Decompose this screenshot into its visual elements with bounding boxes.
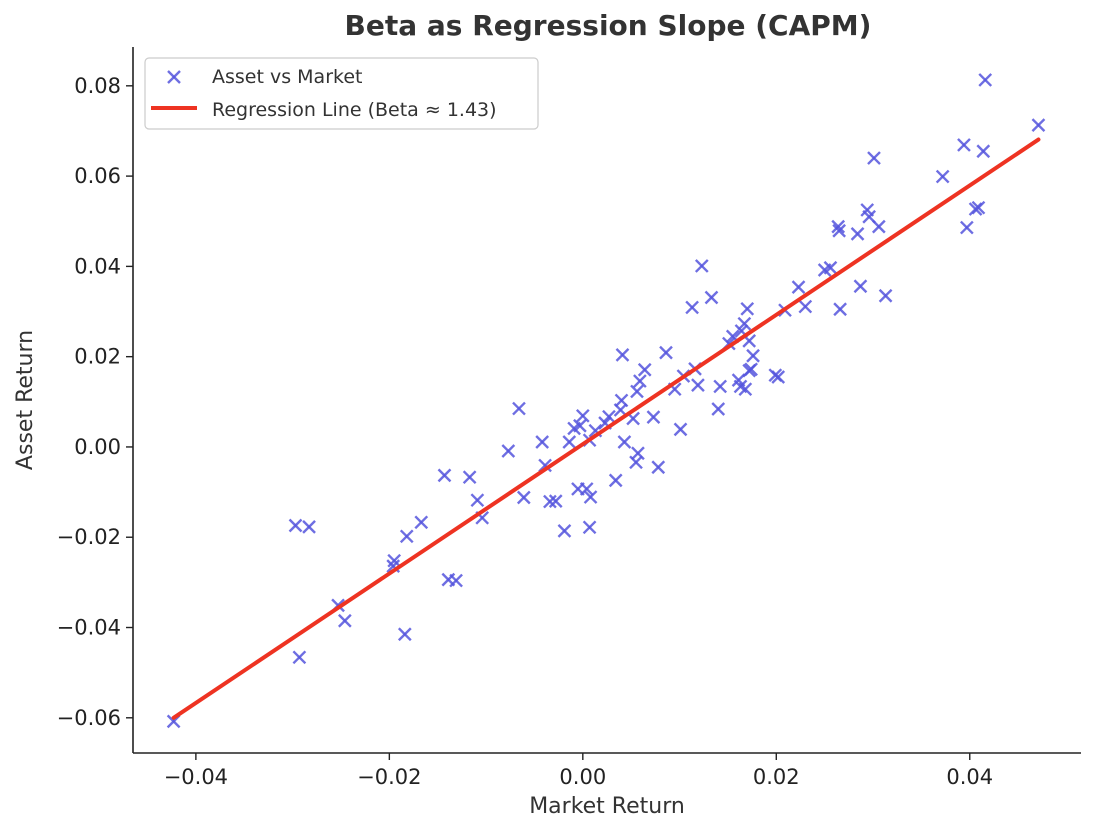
x-tick-label: −0.04 — [164, 765, 228, 789]
data-point — [853, 279, 868, 294]
data-point — [631, 446, 645, 461]
data-point — [744, 362, 758, 377]
data-point — [637, 362, 652, 377]
data-point — [608, 473, 623, 488]
data-point — [673, 422, 688, 437]
data-point — [831, 219, 846, 234]
y-tick-label: −0.06 — [57, 706, 121, 730]
data-point — [878, 288, 893, 303]
data-point — [630, 384, 644, 399]
data-point — [935, 169, 950, 184]
data-point — [437, 468, 452, 483]
x-tick-label: 0.00 — [559, 765, 606, 789]
legend: Asset vs Market Regression Line (Beta ≈ … — [144, 57, 539, 130]
x-axis-label: Market Return — [529, 794, 685, 819]
data-point — [543, 494, 557, 509]
data-point — [746, 348, 760, 363]
data-point — [575, 408, 590, 423]
data-point — [557, 524, 572, 538]
data-point — [512, 401, 526, 416]
y-tick-label: −0.04 — [57, 616, 121, 640]
data-point — [740, 301, 755, 316]
data-point — [832, 223, 847, 238]
data-point — [651, 460, 666, 475]
data-point — [292, 650, 307, 665]
y-tick-label: 0.00 — [74, 435, 121, 459]
data-point — [583, 490, 598, 504]
data-point — [582, 520, 597, 535]
data-point — [579, 482, 594, 496]
legend-label-scatter: Asset vs Market — [212, 66, 362, 88]
data-point — [338, 613, 352, 628]
y-tick-label: 0.04 — [74, 254, 121, 278]
data-point — [957, 138, 971, 152]
data-point — [462, 470, 477, 485]
data-point — [602, 409, 616, 424]
y-tick-label: 0.02 — [74, 345, 121, 369]
data-point — [614, 393, 629, 408]
x-tick-label: −0.02 — [357, 765, 421, 789]
data-point — [850, 227, 865, 241]
data-point — [833, 302, 847, 317]
data-point — [573, 418, 587, 433]
data-point — [691, 378, 705, 392]
y-ticks: −0.06 −0.04 −0.02 0.00 0.02 0.04 0.06 0.08 — [57, 74, 133, 730]
data-point — [387, 553, 402, 568]
data-point — [871, 219, 886, 234]
data-point — [535, 435, 550, 449]
data-point — [633, 374, 647, 388]
y-tick-label: 0.06 — [74, 164, 121, 188]
data-point — [548, 494, 563, 508]
x-ticks: −0.04 −0.02 0.00 0.02 0.04 — [164, 753, 993, 789]
data-point — [737, 316, 752, 331]
data-point — [470, 493, 485, 508]
data-point — [978, 73, 993, 87]
data-point — [397, 627, 412, 642]
y-axis-label: Asset Return — [13, 330, 38, 470]
data-point — [694, 259, 709, 273]
data-point — [971, 200, 986, 215]
legend-label-line: Regression Line (Beta ≈ 1.43) — [212, 99, 497, 121]
data-point — [399, 529, 414, 544]
chart-title: Beta as Regression Slope (CAPM) — [345, 9, 872, 42]
data-point — [976, 144, 991, 159]
data-point — [1031, 118, 1046, 132]
data-point — [704, 290, 719, 305]
data-point — [960, 220, 974, 235]
regression-line — [171, 137, 1041, 720]
y-tick-label: −0.02 — [57, 525, 121, 549]
data-point — [501, 444, 516, 458]
data-point — [449, 573, 463, 588]
data-point — [615, 348, 630, 362]
x-tick-label: 0.04 — [946, 765, 993, 789]
data-point — [711, 402, 726, 416]
data-point — [685, 300, 699, 315]
data-point — [771, 370, 786, 384]
data-point — [798, 299, 813, 314]
data-point — [414, 515, 429, 530]
data-point — [302, 519, 316, 534]
data-point — [516, 490, 531, 505]
y-tick-label: 0.08 — [74, 74, 121, 98]
x-tick-label: 0.02 — [753, 765, 800, 789]
legend-x-marker — [167, 70, 181, 84]
data-point — [562, 435, 577, 449]
data-point — [646, 410, 661, 425]
data-point — [288, 518, 303, 533]
data-point — [867, 151, 881, 165]
plot-area — [166, 73, 1046, 729]
data-point — [738, 382, 753, 397]
data-point — [659, 345, 673, 360]
legend-box — [144, 57, 539, 130]
legend-marker-scatter — [167, 70, 181, 84]
data-point — [617, 435, 632, 449]
data-point — [538, 458, 552, 473]
data-point — [823, 260, 838, 275]
data-point — [713, 379, 728, 394]
data-point — [791, 280, 806, 294]
